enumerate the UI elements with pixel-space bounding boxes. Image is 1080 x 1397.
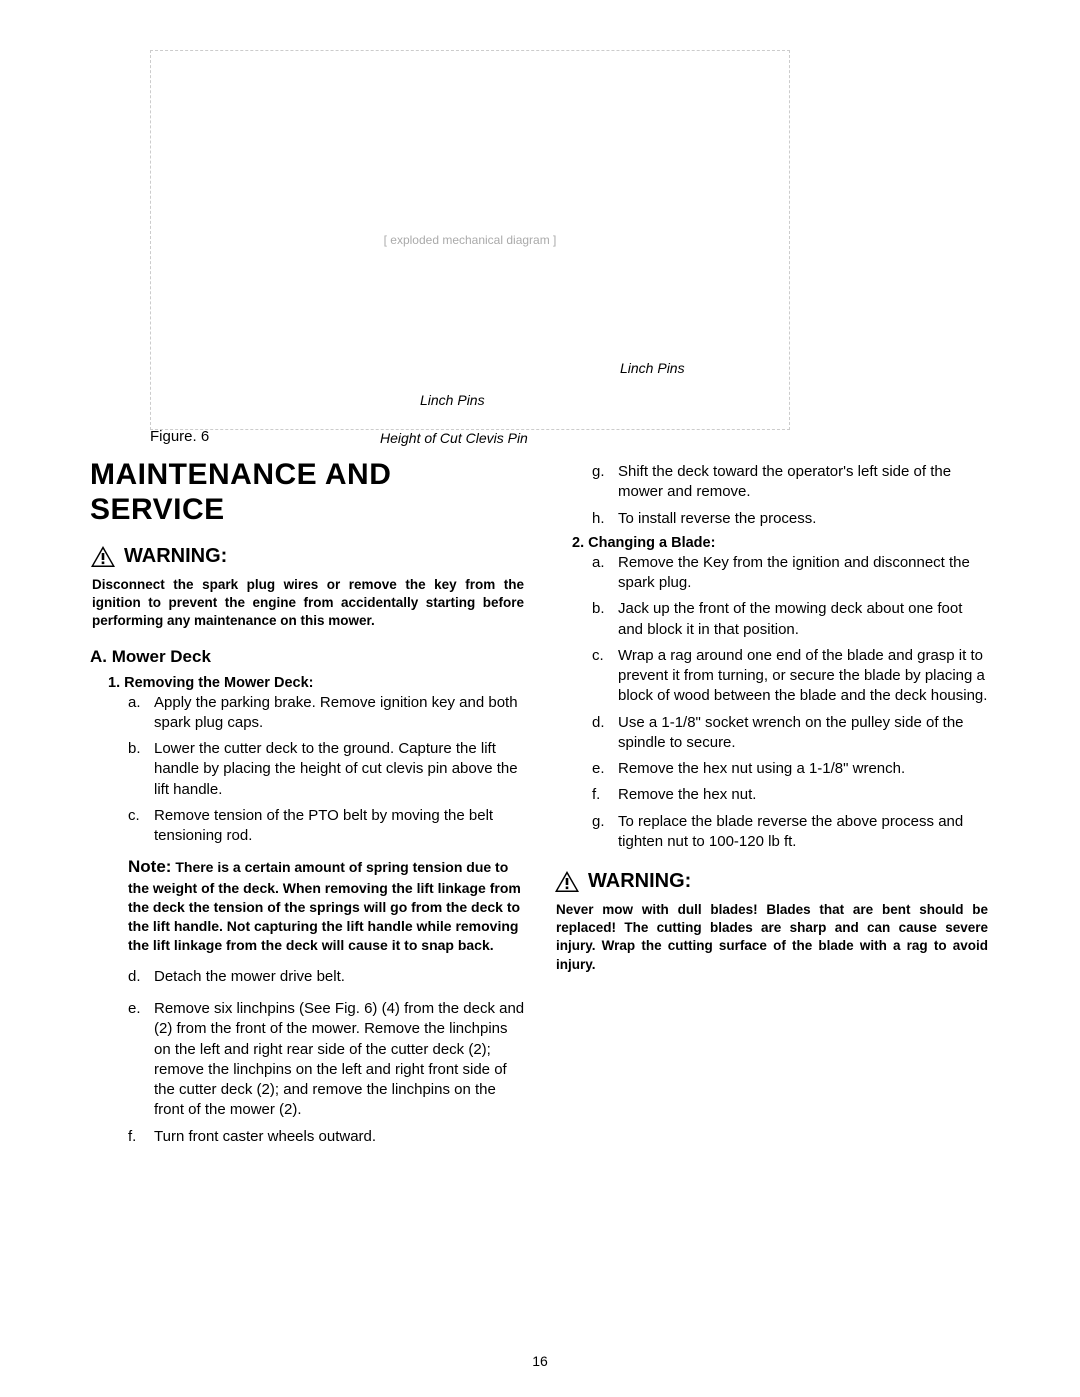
- text: Turn front caster wheels outward.: [154, 1128, 376, 1145]
- step-2a: a. Remove the Key from the ignition and d…: [592, 553, 990, 594]
- warning-2-header: WARNING:: [554, 870, 990, 893]
- step-2f: f. Remove the hex nut.: [592, 785, 990, 805]
- marker: f.: [128, 1127, 136, 1147]
- step-2-heading: 2. Changing a Blade:: [572, 535, 990, 551]
- marker: h.: [592, 509, 605, 529]
- text: Remove six linchpins (See Fig. 6) (4) fr…: [154, 1000, 524, 1118]
- text: Apply the parking brake. Remove ignition…: [154, 694, 518, 731]
- text: To install reverse the process.: [618, 510, 816, 527]
- step-1-list-cont: d. Detach the mower drive belt. e. Remove …: [128, 967, 526, 1147]
- marker: e.: [128, 999, 141, 1019]
- figure-6: [ exploded mechanical diagram ] Linch Pi…: [90, 50, 990, 440]
- content-columns: MAINTENANCE AND SERVICE WARNING: Disconn…: [90, 458, 990, 1153]
- note-block: Note: There is a certain amount of sprin…: [128, 856, 526, 955]
- marker: c.: [128, 806, 140, 826]
- marker: b.: [592, 599, 605, 619]
- marker: f.: [592, 785, 600, 805]
- text: Use a 1-1/8" socket wrench on the pulley…: [618, 714, 964, 751]
- marker: g.: [592, 812, 605, 832]
- marker: e.: [592, 759, 605, 779]
- text: Shift the deck toward the operator's lef…: [618, 463, 951, 500]
- note-body: There is a certain amount of spring tens…: [128, 859, 521, 953]
- warning-icon: [554, 870, 580, 893]
- callout-linch-pins-left: Linch Pins: [420, 392, 485, 408]
- step-2d: d. Use a 1-1/8" socket wrench on the pull…: [592, 713, 990, 754]
- diagram-placeholder: [ exploded mechanical diagram ]: [150, 50, 790, 430]
- left-column: MAINTENANCE AND SERVICE WARNING: Disconn…: [90, 458, 526, 1153]
- step-1d: d. Detach the mower drive belt.: [128, 967, 526, 987]
- text: Jack up the front of the mowing deck abo…: [618, 600, 962, 637]
- text: Lower the cutter deck to the ground. Cap…: [154, 740, 518, 798]
- text: Detach the mower drive belt.: [154, 968, 345, 985]
- marker: a.: [592, 553, 605, 573]
- marker: d.: [592, 713, 605, 733]
- warning-icon: [90, 545, 116, 568]
- figure-label: Figure. 6: [150, 428, 209, 445]
- note-lead: Note:: [128, 857, 171, 876]
- step-1a: a. Apply the parking brake. Remove igniti…: [128, 693, 526, 734]
- warning-1-text: Disconnect the spark plug wires or remov…: [90, 576, 526, 631]
- subsection-a-heading: A. Mower Deck: [90, 647, 526, 667]
- text: Remove the Key from the ignition and dis…: [618, 554, 970, 591]
- warning-1-header: WARNING:: [90, 545, 526, 568]
- marker: a.: [128, 693, 141, 713]
- step-2e: e. Remove the hex nut using a 1-1/8" wren…: [592, 759, 990, 779]
- text: To replace the blade reverse the above p…: [618, 813, 963, 850]
- step-2g: g. To replace the blade reverse the above…: [592, 812, 990, 853]
- step-2-list: a. Remove the Key from the ignition and d…: [592, 553, 990, 852]
- step-2b: b. Jack up the front of the mowing deck a…: [592, 599, 990, 640]
- step-1-list-col2: g. Shift the deck toward the operator's l…: [592, 462, 990, 529]
- step-1g: g. Shift the deck toward the operator's l…: [592, 462, 990, 503]
- marker: d.: [128, 967, 141, 987]
- marker: b.: [128, 739, 141, 759]
- warning-1-label: WARNING:: [124, 545, 227, 568]
- warning-2-text: Never mow with dull blades! Blades that …: [554, 901, 990, 974]
- step-1e: e. Remove six linchpins (See Fig. 6) (4) …: [128, 999, 526, 1121]
- marker: c.: [592, 646, 604, 666]
- text: Remove the hex nut.: [618, 786, 756, 803]
- text: Remove tension of the PTO belt by moving…: [154, 807, 493, 844]
- step-1f: f. Turn front caster wheels outward.: [128, 1127, 526, 1147]
- step-2c: c. Wrap a rag around one end of the blade…: [592, 646, 990, 707]
- step-1-list: a. Apply the parking brake. Remove igniti…: [128, 693, 526, 847]
- right-column: g. Shift the deck toward the operator's l…: [554, 458, 990, 1153]
- callout-linch-pins-right: Linch Pins: [620, 360, 685, 376]
- warning-2-label: WARNING:: [588, 870, 691, 893]
- marker: g.: [592, 462, 605, 482]
- text: Wrap a rag around one end of the blade a…: [618, 647, 987, 705]
- section-title: MAINTENANCE AND SERVICE: [90, 458, 526, 527]
- text: Remove the hex nut using a 1-1/8" wrench…: [618, 760, 905, 777]
- step-1h: h. To install reverse the process.: [592, 509, 990, 529]
- step-1-heading: 1. Removing the Mower Deck:: [108, 675, 526, 691]
- page-number: 16: [0, 1353, 1080, 1369]
- step-1c: c. Remove tension of the PTO belt by movi…: [128, 806, 526, 847]
- step-1b: b. Lower the cutter deck to the ground. C…: [128, 739, 526, 800]
- callout-clevis-pin: Height of Cut Clevis Pin: [380, 430, 528, 446]
